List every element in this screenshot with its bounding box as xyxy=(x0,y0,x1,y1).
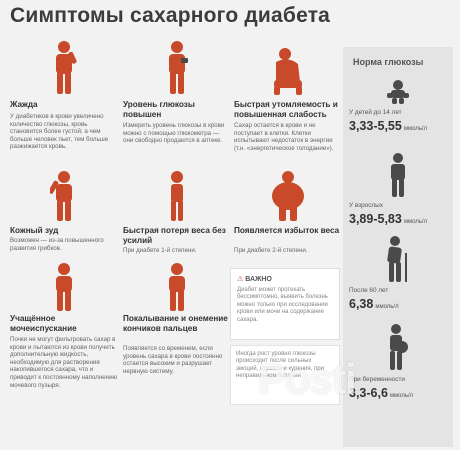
symptom-text: Появляется со временем, если уровень сах… xyxy=(123,345,223,375)
norm-unit: ммоль/л xyxy=(403,219,428,225)
page-title: Симптомы сахарного диабета xyxy=(10,4,331,27)
norm-value-row: 3,33-5,55 ммоль/л xyxy=(349,119,427,133)
warning-label: ⚠ ВАЖНО xyxy=(237,275,272,283)
warning-box: ⚠ ВАЖНО Диабет может протекать бессимпто… xyxy=(230,268,340,340)
symptom-text: При диабете 2-й степени. xyxy=(234,247,308,254)
norm-label: У детей до 14 лет xyxy=(349,109,402,116)
symptom-title: Появляется избыток веса xyxy=(234,226,340,235)
symptom-title: Быстрая потеря веса без усилий xyxy=(123,226,226,245)
norm-unit: ммоль/л xyxy=(403,126,428,132)
person-glucometer-icon xyxy=(169,41,188,94)
norm-label: У взрослых xyxy=(349,202,383,209)
symptom-urination: Учащённое мочеиспускание Почки не могут … xyxy=(10,262,122,442)
norm-label: После 60 лет xyxy=(349,287,389,294)
watermark: Posti xyxy=(258,355,357,402)
symptom-weight-gain: Появляется избыток веса При диабете 2-й … xyxy=(234,170,346,254)
norm-value-row: 3,3-6,6 ммоль/л xyxy=(349,386,413,400)
norm-value: 3,89-5,83 xyxy=(349,212,402,226)
symptom-title: Быстрая утомляемость и повышенная слабос… xyxy=(234,100,338,119)
symptom-title: Жажда xyxy=(10,100,38,109)
norm-value-row: 3,89-5,83 ммоль/л xyxy=(349,212,427,226)
warning-text: Диабет может протекать бессимптомно, выя… xyxy=(237,287,328,323)
symptom-title: Уровень глюкозы повышен xyxy=(123,100,195,119)
heavy-person-icon xyxy=(272,171,304,221)
norm-unit: ммоль/л xyxy=(389,393,414,399)
symptom-text: У диабетиков в крови увеличено количеств… xyxy=(10,113,109,151)
person-itching-icon xyxy=(50,171,72,221)
symptom-text: Возможен — из-за повышенного развития гр… xyxy=(10,237,104,252)
norm-pregnancy: При беременности 3,3-6,6 ммоль/л xyxy=(349,323,453,423)
symptom-weight-loss: Быстрая потеря веса без усилий При диабе… xyxy=(123,170,235,254)
symptom-text: Измерить уровень глюкозы в крови можно с… xyxy=(123,122,225,145)
symptom-text: Сахар остается в крови и не поступает в … xyxy=(234,122,334,152)
symptoms-grid: Жажда У диабетиков в крови увеличено кол… xyxy=(10,40,346,442)
norm-children: У детей до 14 лет 3,33-5,55 ммоль/л xyxy=(349,79,453,151)
norm-elderly: После 60 лет 6,38 ммоль/л xyxy=(349,235,453,315)
warning-icon: ⚠ xyxy=(237,276,244,283)
norm-value-row: 6,38 ммоль/л xyxy=(349,297,399,311)
symptom-thirst: Жажда У диабетиков в крови увеличено кол… xyxy=(10,40,122,150)
norm-label: При беременности xyxy=(349,376,405,383)
glucose-note: Иногда рост уровня глюкозы происходит по… xyxy=(230,345,340,405)
adult-icon xyxy=(391,153,405,197)
person-urination-icon xyxy=(56,263,72,311)
baby-icon xyxy=(387,80,409,104)
person-tired-icon xyxy=(274,48,302,95)
symptom-title: Учащённое мочеиспускание xyxy=(10,314,77,333)
symptom-numbness: Покалывание и онемение кончиков пальцев … xyxy=(123,262,235,442)
symptom-text: При диабете 1-й степени. xyxy=(123,247,197,254)
pregnant-woman-icon xyxy=(390,324,408,370)
symptom-text: Почки не могут фильтровать сахар в крови… xyxy=(10,336,118,389)
elderly-icon xyxy=(387,236,407,282)
symptom-fatigue: Быстрая утомляемость и повышенная слабос… xyxy=(234,40,346,152)
symptom-title: Покалывание и онемение кончиков пальцев xyxy=(123,314,228,333)
symptom-glucose: Уровень глюкозы повышен Измерить уровень… xyxy=(123,40,235,144)
norm-adults: У взрослых 3,89-5,83 ммоль/л xyxy=(349,152,453,232)
symptom-itch: Кожный зуд Возможен — из-за повышенного … xyxy=(10,170,122,252)
norm-value: 6,38 xyxy=(349,297,374,311)
symptom-title: Кожный зуд xyxy=(10,226,59,235)
thin-person-icon xyxy=(171,171,183,221)
glucose-norm-panel: Норма глюкозы У детей до 14 лет 3,33-5,5… xyxy=(343,47,453,447)
person-drinking-icon xyxy=(56,41,77,94)
warning-label-text: ВАЖНО xyxy=(245,276,272,283)
person-numbness-icon xyxy=(169,263,185,311)
norm-value: 3,33-5,55 xyxy=(349,119,402,133)
norm-title: Норма глюкозы xyxy=(353,57,424,67)
norm-value: 3,3-6,6 xyxy=(349,386,388,400)
norm-unit: ммоль/л xyxy=(375,304,399,310)
